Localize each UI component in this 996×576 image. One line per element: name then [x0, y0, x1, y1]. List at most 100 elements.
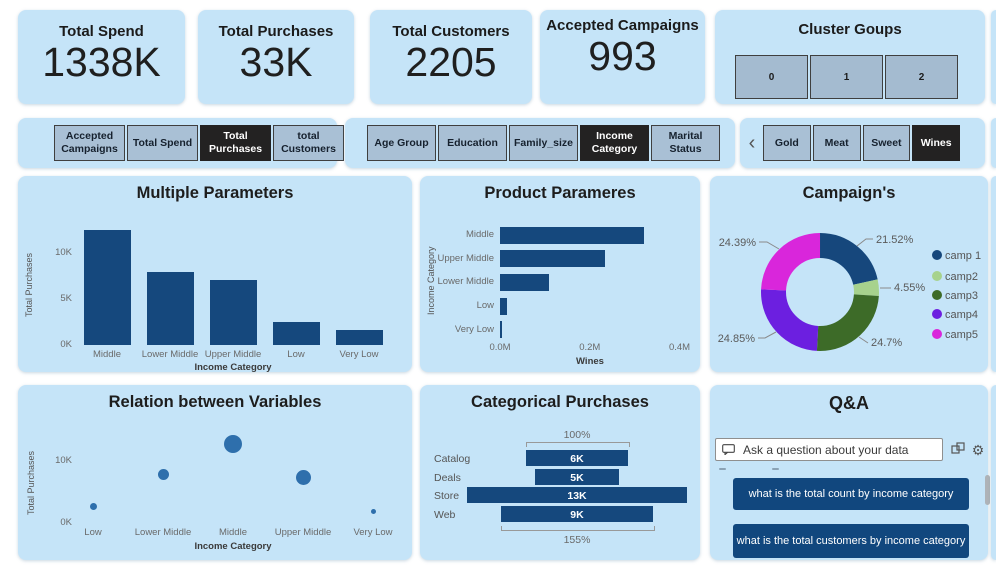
slicer-button-education[interactable]: Education [438, 125, 507, 161]
donut-slice-camp4[interactable] [761, 233, 879, 351]
legend-item-camp3[interactable]: camp3 [932, 290, 978, 302]
slicer-button-marital-status[interactable]: Marital Status [651, 125, 720, 161]
legend-label: camp5 [945, 329, 978, 341]
x-tick-label: 0.0M [489, 342, 511, 353]
x-category-label: Very Low [353, 527, 393, 538]
bar-low[interactable] [500, 297, 507, 315]
slicer-button-accepted-campaigns[interactable]: Accepted Campaigns [54, 125, 125, 161]
legend-item-camp4[interactable]: camp4 [932, 309, 978, 321]
kpi-card-accepted-campaigns: Accepted Campaigns 993 [540, 10, 705, 104]
funnel-bar-web[interactable] [500, 505, 654, 522]
chart-title: Relation between Variables [108, 393, 322, 411]
callout-line [758, 331, 777, 339]
settings-gear-icon[interactable]: ⚙ [971, 442, 985, 458]
bar-low[interactable] [272, 321, 320, 345]
qa-suggestion-button[interactable]: what is the total customers by income ca… [733, 524, 969, 558]
chart-multiple-parameters: Multiple Parameters Total Purchases 0K 5K 1… [18, 176, 412, 373]
bar-very-low[interactable] [500, 321, 502, 339]
cluster-button-1[interactable]: 1 [810, 55, 883, 99]
legend-label: camp4 [945, 309, 978, 321]
bar-upper-middle[interactable] [500, 250, 606, 268]
x-category-label: Upper Middle [204, 349, 262, 360]
chart-relation-between-variables: Relation between Variables Total Purchas… [18, 385, 412, 560]
offscreen-card-sliver [991, 118, 996, 168]
donut-slice-camp5[interactable] [761, 233, 879, 351]
slicer-button-total-spend[interactable]: Total Spend [127, 125, 198, 161]
chevron-left-icon[interactable]: ‹ [748, 131, 756, 154]
y-tick-label: 0K [60, 517, 72, 528]
legend-item-camp-1[interactable]: camp 1 [932, 250, 981, 262]
bar-lower-middle[interactable] [146, 272, 194, 345]
kpi-card-total-spend: Total Spend 1338K [18, 10, 185, 104]
donut-slice-camp2[interactable] [761, 233, 879, 351]
y-axis-title: Total Purchases [24, 252, 34, 318]
funnel-category-label: Deals [434, 471, 461, 484]
funnel-bottom-percent: 155% [563, 534, 591, 546]
bar-middle[interactable] [500, 226, 644, 244]
funnel-bar-catalog[interactable] [526, 450, 628, 466]
legend-item-camp5[interactable]: camp5 [932, 329, 978, 341]
cluster-button-0[interactable]: 0 [735, 55, 808, 99]
y-category-label: Upper Middle [437, 252, 495, 264]
kpi-card-total-customers: Total Customers 2205 [370, 10, 532, 104]
x-category-label: Low [84, 527, 102, 538]
offscreen-card-sliver [991, 176, 996, 372]
x-axis-title: Income Category [194, 362, 272, 373]
x-category-label: Middle [219, 527, 247, 538]
scatter-point-upper-middle[interactable] [295, 470, 311, 486]
slicer-button-wines[interactable]: Wines [912, 125, 960, 161]
slicer-button-meat[interactable]: Meat [812, 125, 861, 161]
bar-upper-middle[interactable] [209, 280, 257, 345]
qa-input-box[interactable] [715, 438, 943, 461]
legend-item-camp2[interactable]: camp2 [932, 271, 978, 283]
callout-line [856, 238, 873, 247]
legend-label: camp 1 [945, 250, 981, 262]
slicer-button-total-customers[interactable]: total Customers [273, 125, 344, 161]
slicer-button-sweet[interactable]: Sweet [862, 125, 911, 161]
x-category-label: Lower Middle [141, 349, 199, 360]
chart-title: Product Parameres [484, 184, 636, 202]
legend-swatch [932, 271, 942, 281]
scatter-point-lower-middle[interactable] [157, 468, 169, 480]
slicer-button-family-size[interactable]: Family_size [509, 125, 578, 161]
kpi-value: 993 [588, 33, 657, 79]
qa-scrollbar-thumb[interactable] [985, 475, 990, 505]
x-category-label: Lower Middle [134, 527, 192, 538]
chart-title: Categorical Purchases [471, 393, 649, 411]
chart-product-parameres: Product Parameres Income Category Middle U… [420, 176, 700, 372]
slicer-measures: Accepted Campaigns Total Spend Total Purch… [54, 125, 344, 161]
cluster-button-2[interactable]: 2 [885, 55, 958, 99]
convert-visual-icon[interactable] [950, 442, 966, 458]
kpi-label: Accepted Campaigns [546, 17, 699, 34]
funnel-bar-value: 13K [567, 490, 587, 502]
legend-swatch [932, 250, 942, 260]
chart-campaigns: Campaign's 21.52% 4.55% 24.7% 24.85% 24.39% c… [710, 176, 988, 372]
legend-swatch [932, 290, 942, 300]
slicer-dimensions: Age Group Education Family_size Income Cate… [367, 125, 720, 161]
donut-slice-label: 24.7% [871, 337, 902, 349]
slicer-button-gold[interactable]: Gold [763, 125, 811, 161]
slicer-button-income-category[interactable]: Income Category [580, 125, 649, 161]
chart-title: Campaign's [802, 184, 896, 202]
bar-middle[interactable] [83, 229, 131, 345]
bar-lower-middle[interactable] [500, 273, 550, 291]
bar-very-low[interactable] [335, 330, 383, 345]
funnel-bar-deals[interactable] [534, 468, 620, 485]
qa-question-input[interactable] [741, 441, 942, 458]
kpi-label: Total Spend [59, 23, 144, 40]
y-category-label: Low [476, 300, 494, 312]
funnel-bar-store[interactable] [467, 487, 687, 503]
slicer-button-total-purchases[interactable]: Total Purchases [200, 125, 271, 161]
legend-swatch [932, 309, 942, 319]
scatter-point-very-low[interactable] [370, 509, 376, 515]
donut-slice-camp3[interactable] [761, 233, 879, 351]
offscreen-card-sliver [991, 10, 996, 104]
donut-slice-label: 21.52% [876, 234, 914, 246]
clipped-text-remnant [772, 468, 779, 470]
slicer-button-age-group[interactable]: Age Group [367, 125, 436, 161]
scatter-point-middle[interactable] [224, 435, 242, 454]
qa-suggestion-button[interactable]: what is the total count by income catego… [733, 478, 969, 510]
scatter-point-low[interactable] [89, 502, 97, 510]
